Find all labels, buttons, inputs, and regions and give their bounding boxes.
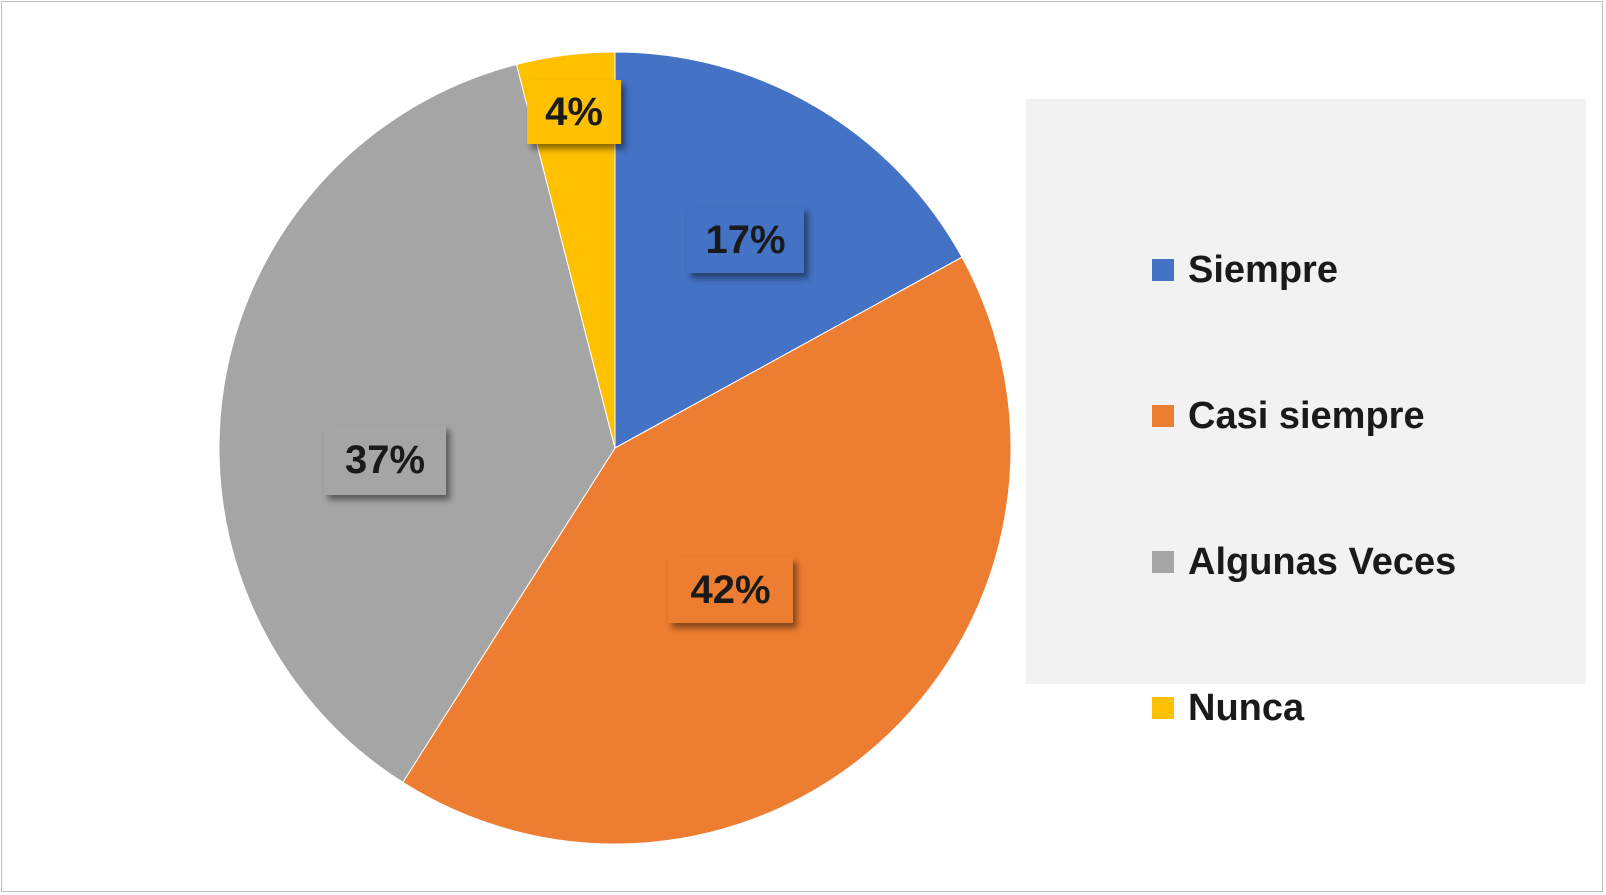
legend-label-nunca: Nunca — [1188, 686, 1305, 729]
pie-slice-nunca — [515, 51, 616, 449]
legend: Siempre Casi siempre Algunas Veces Nunca — [1026, 99, 1586, 729]
legend-item-nunca: Nunca — [1152, 686, 1305, 729]
legend-label-casi-siempre: Casi siempre — [1188, 394, 1425, 437]
legend-swatch-algunas-veces — [1152, 551, 1174, 573]
data-label-algunas-veces: 37% — [324, 425, 446, 495]
legend-swatch-siempre — [1152, 259, 1174, 281]
data-label-nunca: 4% — [527, 80, 621, 144]
legend-swatch-casi-siempre — [1152, 405, 1174, 427]
data-label-casi-siempre: 42% — [668, 557, 793, 623]
data-label-siempre: 17% — [687, 207, 804, 273]
legend-item-algunas-veces: Algunas Veces — [1152, 540, 1457, 583]
pie-slice-algunas-veces — [218, 63, 616, 784]
legend-item-siempre: Siempre — [1152, 248, 1338, 291]
legend-label-algunas-veces: Algunas Veces — [1188, 540, 1457, 583]
legend-swatch-nunca — [1152, 697, 1174, 719]
legend-item-casi-siempre: Casi siempre — [1152, 394, 1425, 437]
pie-slice-casi-siempre — [402, 256, 1012, 845]
legend-label-siempre: Siempre — [1188, 248, 1338, 291]
